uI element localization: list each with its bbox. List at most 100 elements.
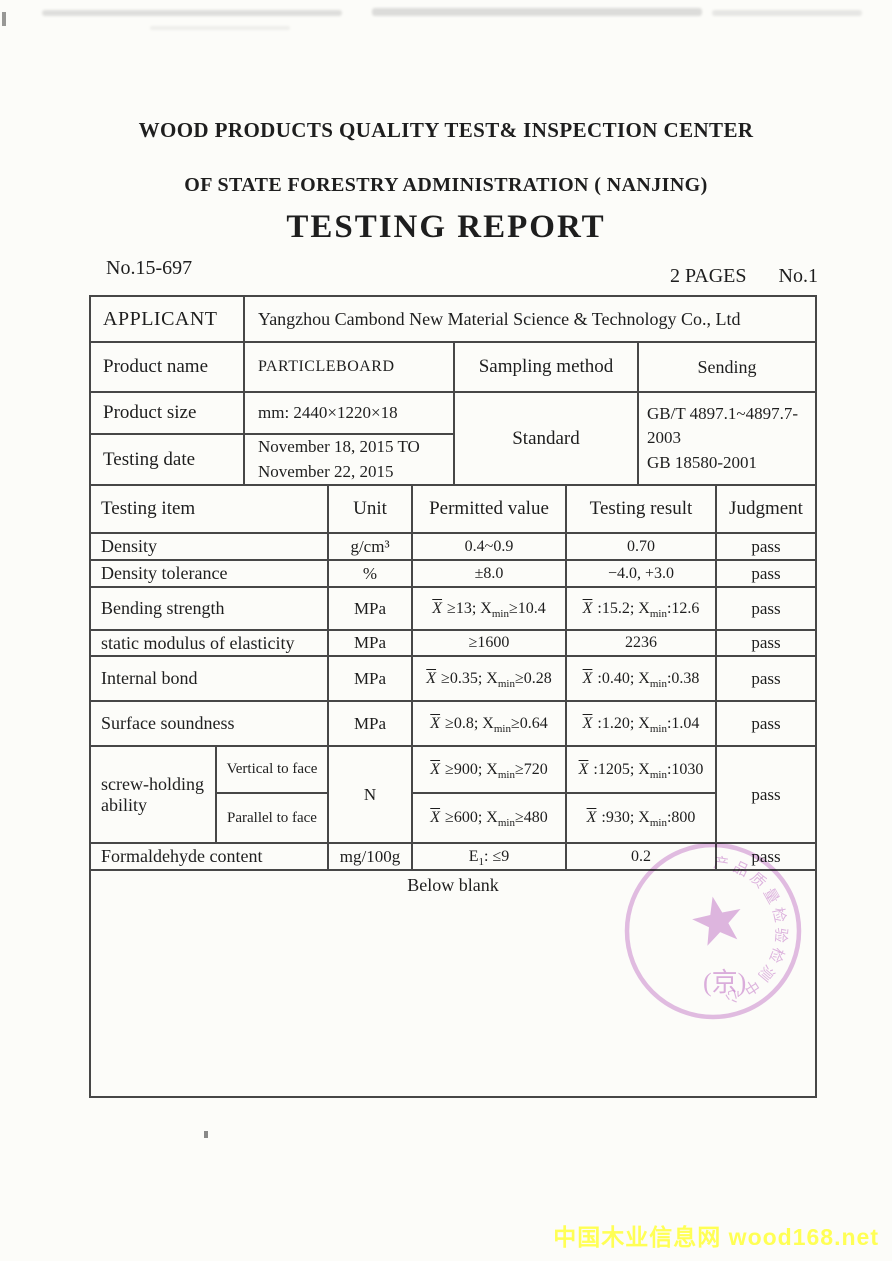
standard-value: GB/T 4897.1~4897.7-2003 GB 18580-2001	[636, 390, 818, 487]
applicant-value: Yangzhou Cambond New Material Science & …	[242, 295, 818, 343]
table-row: Product name PARTICLEBOARD Sampling meth…	[89, 341, 818, 393]
seal-star-icon	[692, 896, 741, 946]
test-row-internal-bond: Internal bond MPa X ≥0.35; Xmin≥0.28 X :…	[89, 655, 817, 703]
pages-count: 2 PAGES	[670, 265, 747, 287]
seal-bottom-text: (京)	[703, 968, 746, 997]
test-row-density: Density g/cm³ 0.4~0.9 0.70 pass	[89, 532, 817, 562]
header-judgment: Judgment	[715, 484, 817, 535]
standard-label: Standard	[453, 390, 639, 487]
seal-circle	[624, 842, 802, 1020]
permitted-value: ≥1600	[411, 629, 567, 658]
test-row-density-tolerance: Density tolerance % ±8.0 −4.0, +3.0 pass	[89, 559, 817, 589]
test-unit: MPa	[327, 655, 413, 703]
scan-noise	[2, 12, 6, 26]
test-row-bending-strength: Bending strength MPa X ≥13; Xmin≥10.4 X …	[89, 586, 817, 632]
page-number: No.1	[778, 265, 818, 287]
permitted-value: E1: ≤9	[411, 842, 567, 872]
test-row-formaldehyde: Formaldehyde content mg/100g E1: ≤9 0.2 …	[89, 842, 817, 872]
scan-noise	[204, 1131, 208, 1138]
test-results-table: Testing item Unit Permitted value Testin…	[89, 484, 817, 1099]
testing-date-line2: November 22, 2015	[258, 461, 394, 481]
table-row: Product size mm: 2440×1220×18 Standard G…	[89, 390, 818, 487]
sample-info-table: APPLICANT Yangzhou Cambond New Material …	[89, 295, 818, 487]
judgment: pass	[715, 700, 817, 748]
test-item: Density tolerance	[89, 559, 329, 589]
applicant-label: APPLICANT	[89, 295, 245, 343]
product-size-label: Product size	[89, 391, 245, 435]
permitted-value: X ≥13; Xmin≥10.4	[411, 586, 567, 632]
test-unit: mg/100g	[327, 842, 413, 872]
testing-date-value: November 18, 2015 TO November 22, 2015	[243, 432, 455, 487]
table-row: APPLICANT Yangzhou Cambond New Material …	[89, 295, 818, 343]
test-item: Surface soundness	[89, 700, 329, 748]
product-name-label: Product name	[89, 341, 245, 393]
sampling-method-value: Sending	[636, 341, 818, 393]
permitted-value: X ≥0.8; Xmin≥0.64	[411, 700, 567, 748]
testing-result: 0.2	[565, 842, 717, 872]
screw-vertical-label: Vertical to face	[215, 745, 329, 795]
testing-date-line1: November 18, 2015 TO	[258, 437, 420, 456]
test-unit: MPa	[327, 629, 413, 658]
test-item: Internal bond	[89, 655, 329, 703]
header-testing-result: Testing result	[565, 484, 717, 535]
judgment: pass	[715, 655, 817, 703]
table-row: Testing date November 18, 2015 TO Novemb…	[89, 432, 816, 487]
permitted-value: X ≥0.35; Xmin≥0.28	[411, 655, 567, 703]
test-row-static-modulus: static modulus of elasticity MPa ≥1600 2…	[89, 629, 817, 658]
testing-result: X :1205; Xmin:1030	[565, 745, 717, 795]
screw-parallel-label: Parallel to face	[215, 792, 329, 845]
official-seal-stamp: 产品质量检验检测中心 (京)	[624, 842, 802, 1020]
test-unit: %	[327, 559, 413, 589]
scan-noise	[42, 10, 342, 16]
test-row-screw-holding-vertical: screw-holding ability Vertical to face N…	[89, 745, 817, 845]
testing-result: X :15.2; Xmin:12.6	[565, 586, 717, 632]
pagination: 2 PAGES No.1	[670, 265, 818, 288]
permitted-value: ±8.0	[411, 559, 567, 589]
org-name-line1: WOOD PRODUCTS QUALITY TEST& INSPECTION C…	[138, 118, 754, 142]
below-blank-note: Below blank	[89, 869, 817, 1099]
testing-date-label: Testing date	[89, 432, 245, 487]
permitted-value: 0.4~0.9	[411, 532, 567, 562]
test-unit: MPa	[327, 586, 413, 632]
site-watermark: 中国木业信息网 wood168.net	[553, 1224, 879, 1250]
test-unit: g/cm³	[327, 532, 413, 562]
permitted-value: X ≥600; Xmin≥480	[411, 792, 567, 845]
header-testing-item: Testing item	[89, 484, 329, 535]
judgment: pass	[715, 629, 817, 658]
judgment: pass	[715, 745, 817, 845]
test-unit: MPa	[327, 700, 413, 748]
org-name-line2: OF STATE FORESTRY ADMINISTRATION ( NANJI…	[184, 174, 708, 196]
scan-noise	[150, 26, 290, 30]
testing-result: X :930; Xmin:800	[565, 792, 717, 845]
product-size-value: mm: 2440×1220×18	[243, 391, 455, 435]
test-item: Bending strength	[89, 586, 329, 632]
judgment: pass	[715, 532, 817, 562]
testing-result: X :1.20; Xmin:1.04	[565, 700, 717, 748]
test-unit: N	[327, 745, 413, 845]
table-header-row: Testing item Unit Permitted value Testin…	[89, 484, 817, 535]
test-row-screw-holding-parallel: Parallel to face X ≥600; Xmin≥480 X :930…	[90, 792, 816, 845]
permitted-value: X ≥900; Xmin≥720	[411, 745, 567, 795]
judgment: pass	[715, 842, 817, 872]
test-item: Formaldehyde content	[89, 842, 329, 872]
header-permitted-value: Permitted value	[411, 484, 567, 535]
header-unit: Unit	[327, 484, 413, 535]
judgment: pass	[715, 586, 817, 632]
testing-result: −4.0, +3.0	[565, 559, 717, 589]
test-item: Density	[89, 532, 329, 562]
scan-noise	[372, 8, 702, 16]
report-number: No.15-697	[106, 257, 193, 279]
scan-noise	[712, 10, 862, 16]
product-name-value: PARTICLEBOARD	[243, 341, 455, 393]
sampling-method-label: Sampling method	[453, 341, 639, 393]
blank-area-row: Below blank	[89, 869, 817, 1099]
test-row-surface-soundness: Surface soundness MPa X ≥0.8; Xmin≥0.64 …	[89, 700, 817, 748]
testing-result: 2236	[565, 629, 717, 658]
test-item: static modulus of elasticity	[89, 629, 329, 658]
report-body: APPLICANT Yangzhou Cambond New Material …	[89, 295, 818, 1099]
testing-result: 0.70	[565, 532, 717, 562]
testing-result: X :0.40; Xmin:0.38	[565, 655, 717, 703]
test-item: screw-holding ability	[89, 745, 217, 845]
standard-value-line1: GB/T 4897.1~4897.7-2003	[647, 403, 799, 448]
